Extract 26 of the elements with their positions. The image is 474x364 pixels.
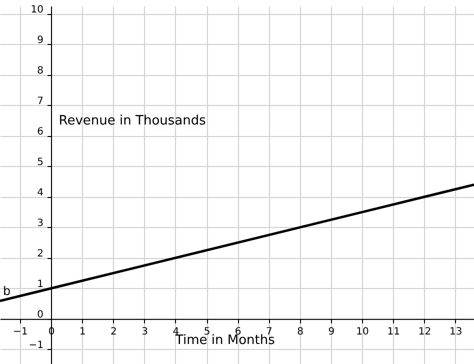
y-tick-label: 5 <box>37 156 44 168</box>
x-tick-label: 12 <box>418 326 432 338</box>
y-tick-label: 7 <box>37 96 44 107</box>
y-tick-label: 10 <box>30 4 44 16</box>
x-tick-label: −1 <box>13 326 28 338</box>
y-tick-label: 4 <box>37 187 44 198</box>
y-tick-label: 0 <box>37 309 44 320</box>
x-tick-label: 13 <box>449 326 462 338</box>
x-tick-label: 1 <box>79 326 86 338</box>
y-tick-label: 9 <box>37 34 44 46</box>
x-tick-label: 2 <box>110 326 117 338</box>
y-tick-label: 2 <box>37 248 44 260</box>
y-tick-label: −1 <box>28 340 44 351</box>
y-axis-title: Revenue in Thousands <box>58 114 206 129</box>
x-tick-label: 10 <box>356 326 369 338</box>
y-tick-label: 3 <box>37 218 44 229</box>
y-tick-label: 8 <box>37 65 44 76</box>
annotation: b <box>3 284 11 298</box>
x-tick-label: 8 <box>297 326 304 338</box>
x-tick-label: 7 <box>266 326 272 338</box>
x-tick-label: 3 <box>142 326 148 338</box>
y-tick-label: 1 <box>37 278 44 290</box>
x-tick-label: 9 <box>328 326 335 338</box>
x-tick-label: 11 <box>387 326 400 338</box>
x-tick-label: 5 <box>204 326 210 338</box>
y-tick-label: 6 <box>37 126 44 138</box>
